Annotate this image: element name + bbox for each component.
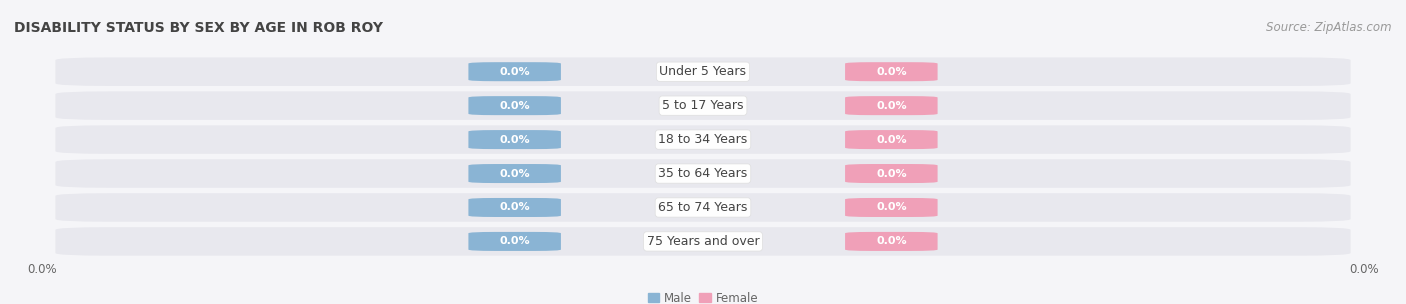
Text: 0.0%: 0.0% — [876, 67, 907, 77]
FancyBboxPatch shape — [55, 57, 1351, 86]
Text: 35 to 64 Years: 35 to 64 Years — [658, 167, 748, 180]
Text: 75 Years and over: 75 Years and over — [647, 235, 759, 248]
FancyBboxPatch shape — [55, 227, 1351, 256]
FancyBboxPatch shape — [845, 198, 938, 217]
Text: 0.0%: 0.0% — [876, 237, 907, 247]
Text: 0.0%: 0.0% — [876, 202, 907, 212]
Text: Under 5 Years: Under 5 Years — [659, 65, 747, 78]
Text: DISABILITY STATUS BY SEX BY AGE IN ROB ROY: DISABILITY STATUS BY SEX BY AGE IN ROB R… — [14, 21, 382, 35]
Text: 0.0%: 0.0% — [876, 168, 907, 178]
FancyBboxPatch shape — [55, 159, 1351, 188]
FancyBboxPatch shape — [468, 232, 561, 251]
Legend: Male, Female: Male, Female — [643, 287, 763, 304]
FancyBboxPatch shape — [468, 130, 561, 149]
FancyBboxPatch shape — [468, 96, 561, 115]
Text: 0.0%: 0.0% — [499, 67, 530, 77]
FancyBboxPatch shape — [845, 96, 938, 115]
FancyBboxPatch shape — [845, 130, 938, 149]
Text: 65 to 74 Years: 65 to 74 Years — [658, 201, 748, 214]
FancyBboxPatch shape — [845, 164, 938, 183]
FancyBboxPatch shape — [468, 62, 561, 81]
Text: 0.0%: 0.0% — [876, 101, 907, 111]
Text: 0.0%: 0.0% — [876, 135, 907, 145]
FancyBboxPatch shape — [845, 232, 938, 251]
Text: 0.0%: 0.0% — [499, 168, 530, 178]
Text: 0.0%: 0.0% — [499, 101, 530, 111]
Text: 0.0%: 0.0% — [499, 135, 530, 145]
FancyBboxPatch shape — [468, 198, 561, 217]
FancyBboxPatch shape — [55, 193, 1351, 222]
Text: 0.0%: 0.0% — [499, 202, 530, 212]
FancyBboxPatch shape — [55, 92, 1351, 120]
Text: 0.0%: 0.0% — [499, 237, 530, 247]
FancyBboxPatch shape — [845, 62, 938, 81]
FancyBboxPatch shape — [468, 164, 561, 183]
Text: 5 to 17 Years: 5 to 17 Years — [662, 99, 744, 112]
Text: 18 to 34 Years: 18 to 34 Years — [658, 133, 748, 146]
FancyBboxPatch shape — [55, 125, 1351, 154]
Text: Source: ZipAtlas.com: Source: ZipAtlas.com — [1267, 21, 1392, 34]
